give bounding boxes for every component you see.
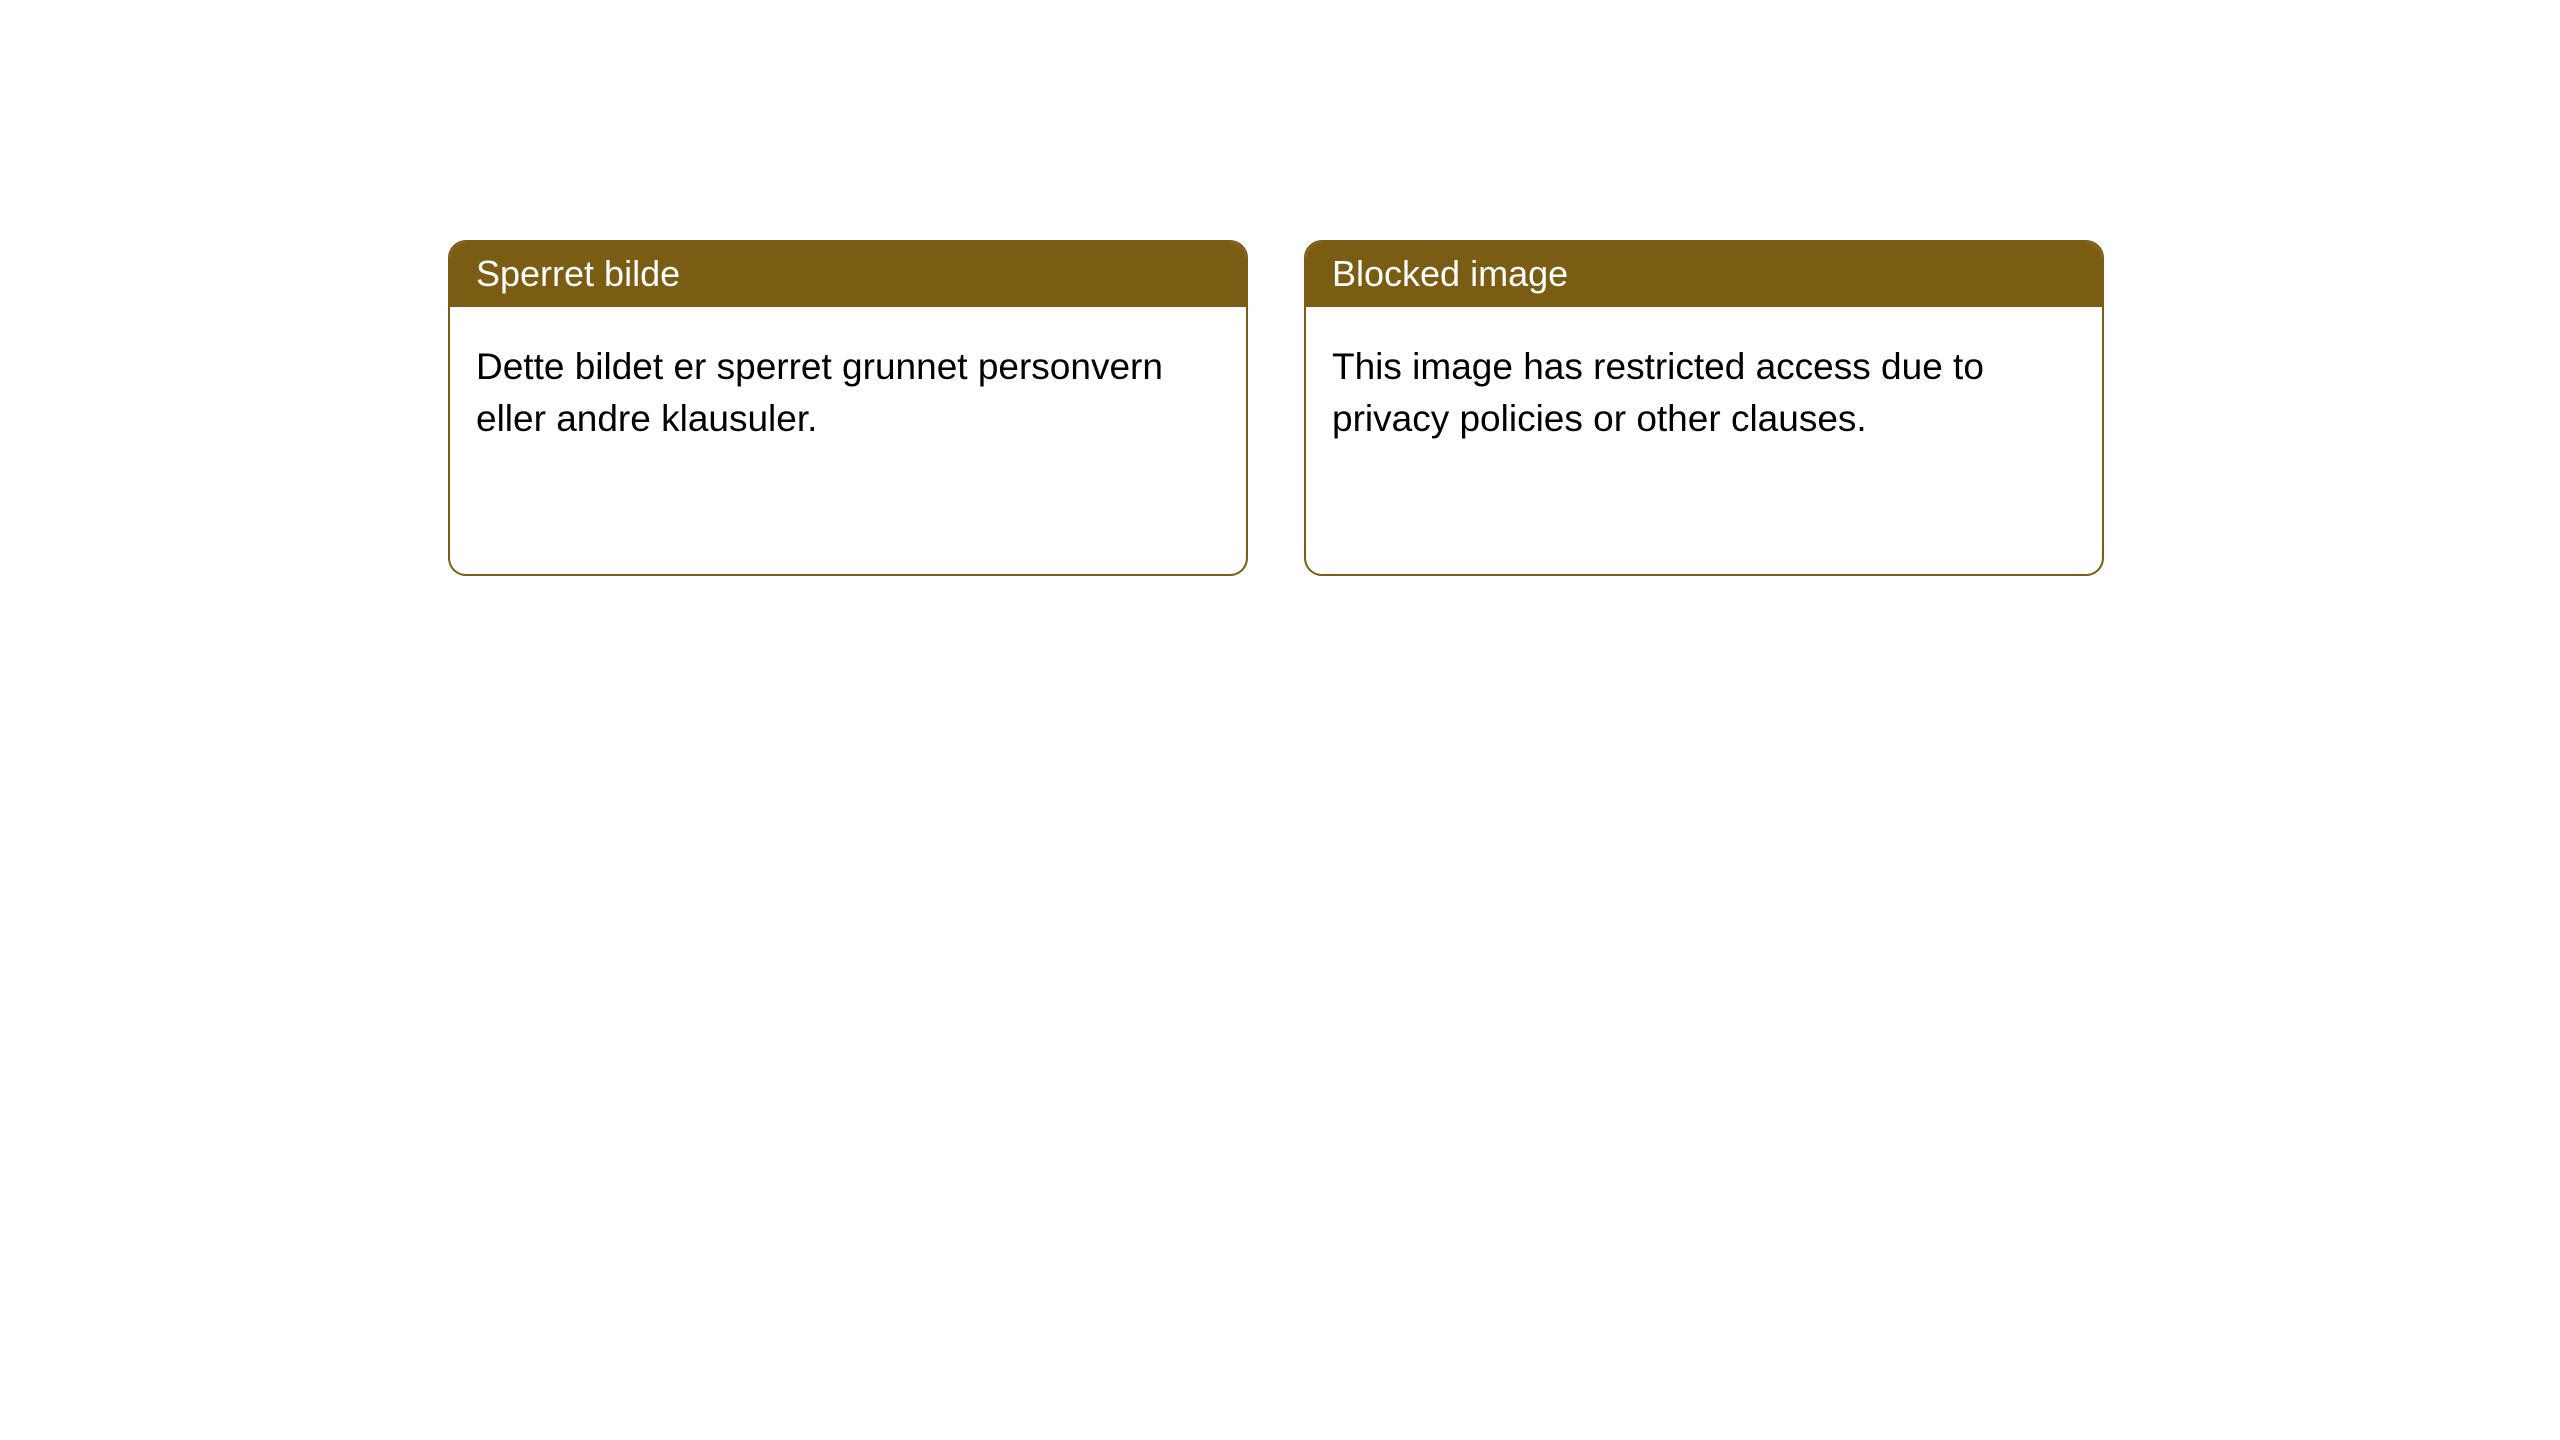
blocked-image-card-no: Sperret bilde Dette bildet er sperret gr… (448, 240, 1248, 576)
card-title-no: Sperret bilde (450, 242, 1246, 307)
notice-cards-container: Sperret bilde Dette bildet er sperret gr… (0, 0, 2560, 576)
card-body-no: Dette bildet er sperret grunnet personve… (450, 307, 1246, 471)
card-body-en: This image has restricted access due to … (1306, 307, 2102, 471)
blocked-image-card-en: Blocked image This image has restricted … (1304, 240, 2104, 576)
card-title-en: Blocked image (1306, 242, 2102, 307)
